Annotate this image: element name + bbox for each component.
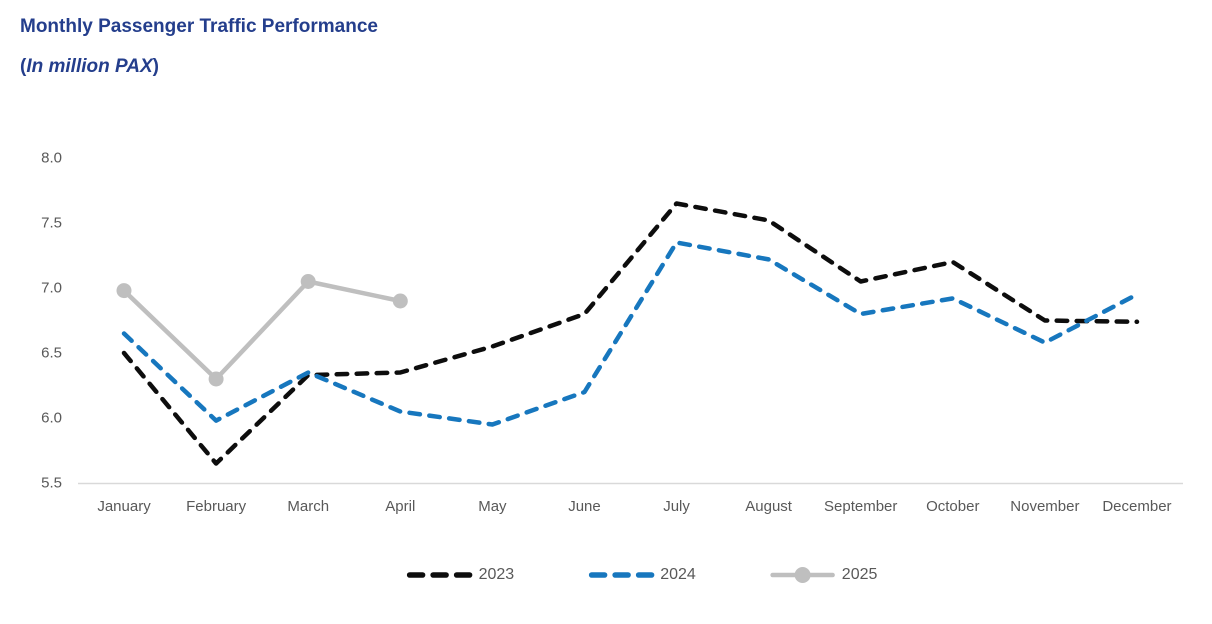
x-tick-label-May: May: [478, 498, 507, 515]
x-tick-label-November: November: [1010, 498, 1080, 515]
x-tick-label-March: March: [287, 498, 330, 515]
y-tick-label-7.0: 7.0: [41, 279, 62, 297]
series-marker-2025-January: [116, 283, 132, 299]
x-tick-label-October: October: [926, 498, 980, 515]
series-line-2023: [121, 201, 1140, 466]
legend-item-2023: 2023: [406, 566, 515, 584]
y-tick-label-7.5: 7.5: [41, 214, 62, 232]
series-line-2025: [121, 279, 403, 382]
legend-swatch-2024: [588, 572, 654, 578]
series-marker-2025-March: [300, 274, 316, 289]
series-marker-2025-February: [208, 371, 224, 387]
page-title: Monthly Passenger Traffic Performance: [20, 16, 378, 37]
x-tick-label-August: August: [745, 498, 792, 515]
chart-legend: 2023 2024 2025: [406, 566, 878, 584]
x-tick-label-February: February: [186, 498, 247, 515]
legend-label-2025: 2025: [841, 566, 878, 583]
x-tick-label-April: April: [385, 498, 416, 515]
x-tick-label-September: September: [824, 498, 898, 515]
y-tick-label-6.5: 6.5: [41, 344, 62, 362]
legend-item-2025: 2025: [770, 566, 878, 584]
series-line-2024: [121, 240, 1140, 427]
x-tick-label-July: July: [663, 498, 690, 515]
x-tick-label-June: June: [568, 498, 601, 515]
legend-label-2023: 2023: [478, 566, 515, 583]
page-subtitle: (In million PAX): [20, 56, 378, 79]
legend-label-2024: 2024: [660, 566, 696, 583]
series-marker-2025-April: [392, 293, 408, 309]
y-tick-label-5.5: 5.5: [41, 474, 62, 492]
legend-item-2024: 2024: [588, 566, 696, 584]
legend-swatch-2025: [770, 567, 836, 583]
subtitle-paren-close: ): [152, 55, 159, 77]
y-tick-label-8.0: 8.0: [41, 149, 62, 167]
subtitle-paren-open: (: [20, 55, 27, 77]
subtitle-italic-text: In million PAX: [26, 55, 153, 77]
y-tick-label-6.0: 6.0: [41, 409, 62, 427]
x-tick-label-January: January: [97, 498, 151, 515]
legend-swatch-2023: [406, 572, 473, 578]
x-tick-label-December: December: [1102, 498, 1172, 515]
chart-title-block: Monthly Passenger Traffic Performance (I…: [20, 16, 378, 79]
